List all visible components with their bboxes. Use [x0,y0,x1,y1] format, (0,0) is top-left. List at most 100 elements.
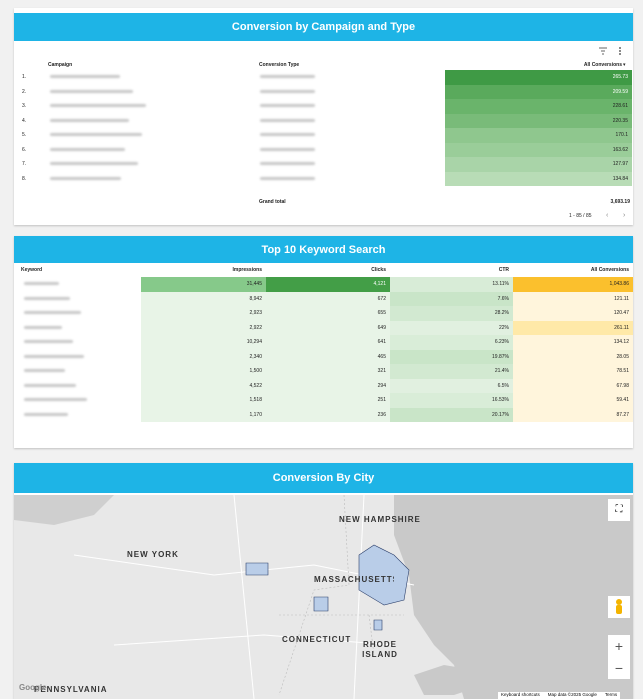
value-cell: 170.1 [445,128,632,143]
blurred-campaign [50,104,146,107]
blurred-type [260,118,315,122]
value-cell: 13.11% [390,277,513,292]
card-title: Top 10 Keyword Search [14,236,633,263]
value-cell: 649 [266,320,390,335]
value-cell: 6.5% [390,378,513,393]
value-cell: 236 [266,407,390,422]
value-cell: 321 [266,364,390,379]
blurred-campaign [50,147,125,151]
row-number: 2. [22,88,27,95]
map-label: MASSACHUSETTS [314,575,394,584]
value-cell: 127.97 [445,157,632,172]
column-header: Keyword [21,267,43,273]
blurred-campaign [50,162,138,165]
blurred-keyword [24,354,84,358]
map-logo: Google [19,683,47,692]
map-label: NEW YORK [127,550,179,559]
blurred-keyword [24,325,62,329]
map-label: NEW HAMPSHIRE [339,515,421,524]
blurred-keyword [24,383,76,387]
value-cell: 261.11 [513,320,633,335]
blurred-type [260,147,315,151]
value-cell: 78.51 [513,364,633,379]
value-cell: 31,445 [141,277,266,292]
footer-text: Map data ©2025 Google [547,692,597,697]
row-number: 8. [22,175,27,182]
value-cell: 7.6% [390,291,513,306]
value-cell: 265.73 [445,70,632,85]
column-header: All Conversions [590,267,629,273]
map-card: Conversion By City NEW HAMPSHIRE NEW YOR… [14,463,633,699]
map-footer: Keyboard shortcuts Map data ©2025 Google… [498,692,621,699]
value-cell: 209.59 [445,84,632,99]
value-cell: 16.53% [390,393,513,408]
keyword-card: Top 10 Keyword Search Keyword Impressions… [14,236,633,448]
value-cell: 134.84 [445,171,632,186]
column-header[interactable]: All Conversions [583,62,622,68]
value-cell: 87.27 [513,407,633,422]
blurred-campaign [50,89,133,93]
value-cell: 1,518 [141,393,266,408]
footer-link[interactable]: Terms [604,692,618,697]
row-number: 5. [22,132,27,138]
row-number: 4. [22,117,27,124]
campaign-card: Conversion by Campaign and Type Campaign… [14,8,633,225]
blurred-type [260,162,315,165]
blurred-campaign [50,75,120,78]
blurred-type [260,89,315,93]
value-cell: 1,500 [141,364,266,379]
map-label: CONNECTICUT [282,635,352,644]
column-header: Impressions [232,267,262,273]
column-header: Conversion Type [259,62,300,68]
value-cell: 59.41 [513,393,633,408]
map-label: RHODE ISLAND [362,640,398,659]
street-view[interactable] [608,596,630,618]
blurred-type [260,176,315,180]
footer-link[interactable]: Keyboard shortcuts [501,692,540,697]
value-cell: 163.62 [445,142,632,157]
value-cell: 465 [266,349,390,364]
zoom-controls[interactable]: + − [608,635,630,679]
value-cell: 21.4% [390,364,513,379]
card-title: Conversion by Campaign and Type [14,13,633,41]
blurred-keyword [24,369,65,372]
map[interactable] [14,495,633,699]
value-cell: 641 [266,335,390,350]
value-cell: 20.17% [390,407,513,422]
total-label: Grand total [259,199,286,205]
page-prev[interactable]: ‹ [606,212,609,219]
column-header: Clicks [371,267,386,273]
row-number: 7. [22,161,27,167]
value-cell: 251 [266,393,390,408]
value-cell: 10,294 [141,335,266,350]
value-cell: 2,923 [141,306,266,321]
blurred-keyword [24,412,68,416]
value-cell: 120.47 [513,306,633,321]
toolbar-icons[interactable] [598,46,628,56]
value-cell: 134.12 [513,335,633,350]
blurred-keyword [24,311,81,314]
blurred-campaign [50,133,142,136]
blurred-keyword [24,296,70,300]
value-cell: 4,121 [266,277,390,292]
sort-icon[interactable]: ▾ [623,62,626,68]
card-title: Conversion By City [14,463,633,493]
column-header: Campaign [48,62,73,68]
row-number: 1. [22,74,27,80]
value-cell: 6.23% [390,335,513,350]
page-next[interactable]: › [623,212,626,219]
value-cell: 2,922 [141,320,266,335]
blurred-type [260,104,315,107]
blurred-type [260,75,315,78]
value-cell: 22% [390,320,513,335]
value-cell: 655 [266,306,390,321]
blurred-keyword [24,398,87,401]
row-number: 3. [22,103,27,109]
value-cell: 19.87% [390,349,513,364]
map-label: PENNSYLVANIA [34,685,108,694]
value-cell: 294 [266,378,390,393]
fullscreen-button[interactable]: ⛶ [608,499,630,521]
value-cell: 121.11 [513,291,633,306]
pagination: 1 - 85 / 85 [569,213,592,219]
